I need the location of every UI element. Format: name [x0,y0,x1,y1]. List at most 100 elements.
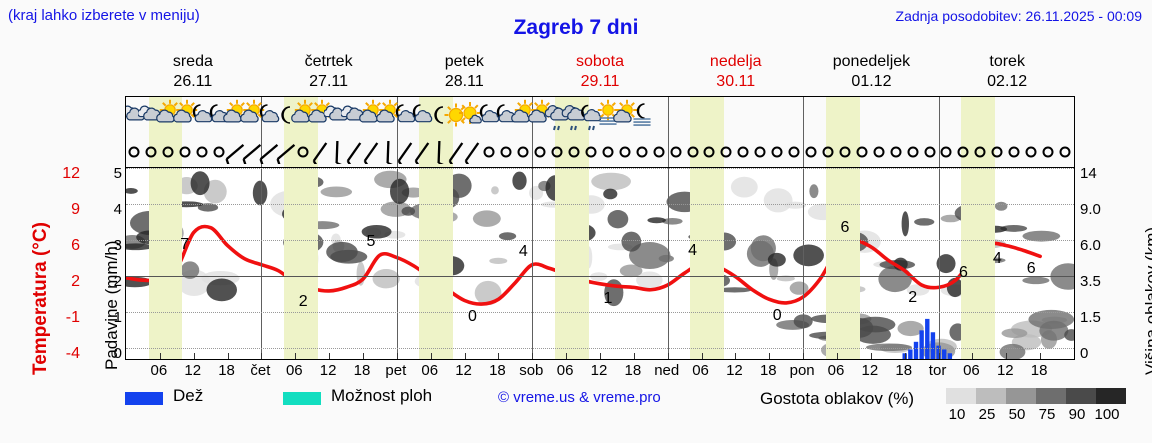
page-title: Zagreb 7 dni [513,16,639,39]
day-divider [938,168,940,359]
time-label: 18 [218,362,235,379]
cloud-density-step [946,388,976,404]
temperature-tick: -4 [65,345,80,362]
cloud-height-tick: 1.5 [1080,309,1101,326]
cloud-density-value: 90 [1068,406,1086,423]
partly-cloudy-night-icon [256,99,282,135]
day-name: sreda [172,53,213,70]
sunny-small-cloud-icon [459,99,485,135]
wind-calm-icon [917,140,943,164]
night-shading [690,137,725,167]
x-tick [329,353,331,359]
wind-calm-icon [172,140,198,164]
cloud-height-tick: 9.0 [1080,201,1101,218]
time-label: pet [385,362,407,379]
time-label: 06 [285,362,303,379]
temperature-point-label: 6 [840,218,850,236]
time-label: 06 [150,362,168,379]
night-shading [825,137,860,167]
night-shading [284,168,318,359]
temperature-curve-layer [126,224,1042,359]
wind-calm-icon [476,140,502,164]
precipitation-tick: 4 [113,201,122,218]
time-label: sob [519,362,544,379]
wind-calm-icon [713,140,739,164]
wind-calm-icon [747,140,773,164]
cloud-density-colorbar [946,388,1126,404]
time-label: 06 [827,362,845,379]
precipitation-tick: 1 [113,309,122,326]
night-shading [554,168,589,359]
copyright-link[interactable]: © vreme.us & vreme.pro [498,389,661,406]
cloud-density-value: 10 [948,406,966,423]
wind-calm-icon [290,140,316,164]
showers-legend-label: Možnost ploh [331,386,433,405]
x-tick [870,353,872,359]
partly-cloudy-day-icon [222,99,248,135]
day-name: petek [444,53,484,70]
wind-calm-icon [189,140,215,164]
wind-calm-icon [155,140,181,164]
day-header-3: sobota 29.11 [532,52,668,94]
partly-cloudy-night-icon [476,99,502,135]
x-tick [430,353,432,359]
time-label: 12 [184,362,202,379]
time-label: 18 [759,362,777,379]
partly-cloudy-day-icon [375,99,401,135]
x-tick [600,353,601,359]
day-header-6: torek 02.12 [939,52,1075,94]
clear-night-icon [273,99,299,135]
day-name: sobota [575,53,625,70]
night-shading [148,137,183,167]
precipitation-tick: 5 [113,165,122,182]
cloudy-icon [340,99,367,135]
partly-cloudy-day-icon [307,99,333,135]
day-divider [532,168,534,359]
gridline [126,240,1074,241]
precipitation-tick: 2 [113,273,122,290]
meteogram-plot: 57250414062646 [125,167,1075,360]
temperature-point-label: 2 [298,292,308,310]
wind-calm-icon [764,140,790,164]
wind-calm-icon [629,140,655,164]
wind-calm-icon [866,140,892,164]
time-label: 12 [590,362,608,379]
precipitation-tick: 0 [113,345,122,362]
gridline [126,168,1074,169]
day-date: 01.12 [851,73,892,90]
cloud-density-value: 50 [1008,406,1026,423]
day-divider [261,137,263,167]
wind-calm-icon [984,140,1010,164]
x-tick [735,353,737,359]
wind-calm-icon [967,140,993,164]
day-date: 27.11 [309,73,348,90]
temperature-axis-title: Temperatura (°C) [6,175,51,375]
wind-calm-icon [781,140,807,164]
partly-cloudy-night-icon [392,99,418,135]
wind-calm-icon [950,140,976,164]
weather-icon-band [125,96,1075,137]
day-divider [803,97,805,137]
day-name: ponedeljek [832,53,911,70]
day-name: torek [989,53,1025,70]
rain-legend-swatch [125,392,163,405]
x-tick [363,353,364,359]
temperature-point-label: 0 [772,306,782,324]
partly-cloudy-day-icon [612,99,638,135]
cloud-density-step [1036,388,1066,404]
x-tick [803,353,805,359]
precipitation-tick: 3 [113,237,122,254]
wind-barb-band [125,137,1075,167]
x-tick [1006,353,1008,359]
day-divider [261,168,263,359]
day-date: 26.11 [173,73,213,90]
wind-calm-icon [1001,140,1027,164]
wind-calm-icon [798,140,824,164]
wind-calm-icon [527,140,553,164]
day-divider [261,97,263,137]
temperature-point-label: 2 [908,288,918,306]
wind-calm-icon [900,140,926,164]
cloud-density-value: 100 [1094,406,1120,423]
day-name: četrtek [304,53,353,70]
clear-night-fog-icon [629,99,655,135]
